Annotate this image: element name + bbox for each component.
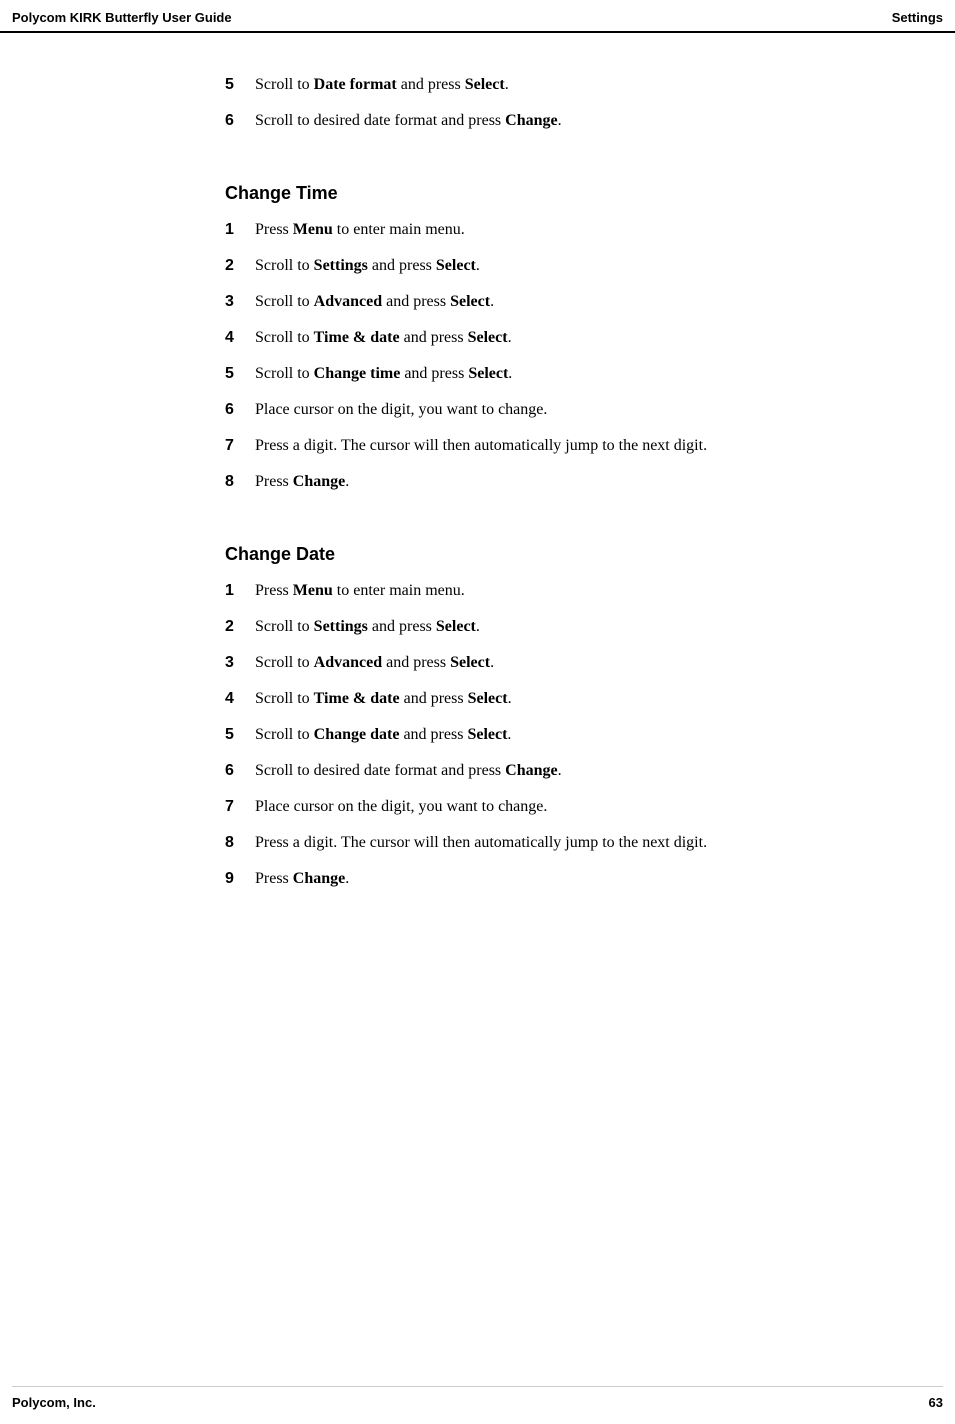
step-text: Scroll to desired date format and press … [255, 759, 562, 783]
step-number: 3 [225, 290, 255, 314]
step-number: 7 [225, 795, 255, 819]
footer-left: Polycom, Inc. [12, 1395, 96, 1410]
step-list: 1Press Menu to enter main menu.2Scroll t… [225, 579, 915, 891]
step-item: 5Scroll to Change time and press Select. [225, 362, 915, 386]
step-item: 2Scroll to Settings and press Select. [225, 615, 915, 639]
sections-container: Change Time1Press Menu to enter main men… [225, 183, 915, 891]
step-number: 4 [225, 326, 255, 350]
step-text: Scroll to Time & date and press Select. [255, 326, 512, 350]
step-number: 5 [225, 362, 255, 386]
step-item: 4Scroll to Time & date and press Select. [225, 687, 915, 711]
step-item: 6Scroll to desired date format and press… [225, 759, 915, 783]
step-item: 1Press Menu to enter main menu. [225, 218, 915, 242]
header-left: Polycom KIRK Butterfly User Guide [12, 10, 232, 25]
step-item: 7Place cursor on the digit, you want to … [225, 795, 915, 819]
page-footer: Polycom, Inc. 63 [12, 1386, 943, 1410]
footer-right: 63 [929, 1395, 943, 1410]
step-text: Place cursor on the digit, you want to c… [255, 795, 547, 819]
step-text: Press Menu to enter main menu. [255, 218, 465, 242]
step-text: Scroll to Settings and press Select. [255, 254, 480, 278]
initial-step-list: 5Scroll to Date format and press Select.… [225, 73, 915, 133]
step-item: 6Place cursor on the digit, you want to … [225, 398, 915, 422]
step-number: 6 [225, 759, 255, 783]
step-item: 9Press Change. [225, 867, 915, 891]
step-text: Press Menu to enter main menu. [255, 579, 465, 603]
step-list: 1Press Menu to enter main menu.2Scroll t… [225, 218, 915, 494]
step-text: Scroll to Time & date and press Select. [255, 687, 512, 711]
step-item: 8Press a digit. The cursor will then aut… [225, 831, 915, 855]
step-text: Press Change. [255, 867, 349, 891]
step-number: 4 [225, 687, 255, 711]
step-number: 5 [225, 73, 255, 97]
step-number: 9 [225, 867, 255, 891]
step-number: 8 [225, 831, 255, 855]
step-item: 4Scroll to Time & date and press Select. [225, 326, 915, 350]
step-item: 5Scroll to Change date and press Select. [225, 723, 915, 747]
step-text: Press Change. [255, 470, 349, 494]
step-number: 1 [225, 579, 255, 603]
step-text: Press a digit. The cursor will then auto… [255, 434, 707, 458]
page-header: Polycom KIRK Butterfly User Guide Settin… [0, 0, 955, 33]
step-item: 3Scroll to Advanced and press Select. [225, 651, 915, 675]
step-item: 2Scroll to Settings and press Select. [225, 254, 915, 278]
step-text: Scroll to Date format and press Select. [255, 73, 509, 97]
section-title: Change Date [225, 544, 915, 565]
step-number: 5 [225, 723, 255, 747]
step-text: Scroll to Advanced and press Select. [255, 651, 494, 675]
step-item: 5Scroll to Date format and press Select. [225, 73, 915, 97]
step-text: Scroll to Change date and press Select. [255, 723, 511, 747]
step-item: 1Press Menu to enter main menu. [225, 579, 915, 603]
step-number: 3 [225, 651, 255, 675]
step-number: 2 [225, 615, 255, 639]
step-text: Scroll to Advanced and press Select. [255, 290, 494, 314]
step-text: Press a digit. The cursor will then auto… [255, 831, 707, 855]
step-text: Place cursor on the digit, you want to c… [255, 398, 547, 422]
step-item: 7Press a digit. The cursor will then aut… [225, 434, 915, 458]
step-number: 6 [225, 109, 255, 133]
step-number: 2 [225, 254, 255, 278]
page-content: 5Scroll to Date format and press Select.… [0, 33, 955, 891]
step-text: Scroll to Settings and press Select. [255, 615, 480, 639]
step-item: 3Scroll to Advanced and press Select. [225, 290, 915, 314]
step-item: 8Press Change. [225, 470, 915, 494]
step-number: 7 [225, 434, 255, 458]
step-number: 6 [225, 398, 255, 422]
step-text: Scroll to Change time and press Select. [255, 362, 512, 386]
step-item: 6Scroll to desired date format and press… [225, 109, 915, 133]
section-title: Change Time [225, 183, 915, 204]
step-text: Scroll to desired date format and press … [255, 109, 562, 133]
step-number: 1 [225, 218, 255, 242]
header-right: Settings [892, 10, 943, 25]
step-number: 8 [225, 470, 255, 494]
